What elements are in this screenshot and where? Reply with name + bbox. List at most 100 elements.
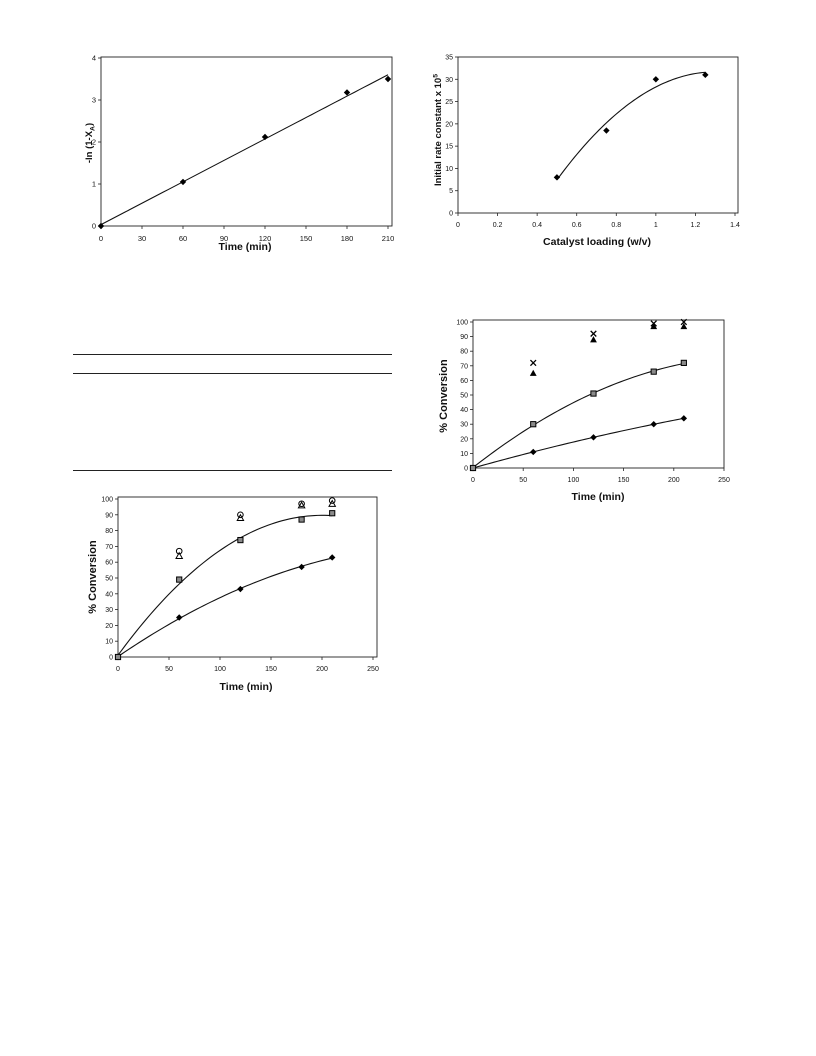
chart-1-xtick-label: 0 bbox=[99, 234, 103, 243]
chart-4-series-2-point bbox=[590, 390, 597, 397]
chart-2-x-axis-title: Catalyst loading (w/v) bbox=[543, 236, 651, 248]
chart-3-series-4-point bbox=[236, 513, 245, 522]
chart-1-xtick-label: 180 bbox=[341, 234, 354, 243]
chart-3-series-1-point bbox=[176, 614, 183, 621]
chart-3-xtick-label: 150 bbox=[265, 666, 277, 673]
chart-4-ytick-label: 90 bbox=[460, 334, 468, 341]
chart-4-xtick-label: 150 bbox=[618, 477, 630, 484]
chart-2-y-axis-title-superscript: 5 bbox=[432, 74, 439, 78]
chart-1-y-axis-title: -ln (1-XA) bbox=[84, 123, 97, 163]
chart-4-series-1-point bbox=[590, 434, 597, 441]
chart-2-xtick-label: 1.4 bbox=[730, 222, 740, 229]
chart-4-ytick-label: 80 bbox=[460, 349, 468, 356]
chart-4-series-4-point bbox=[590, 330, 597, 337]
chart-2-ytick-label: 30 bbox=[445, 77, 453, 84]
chart-3-series-2-point bbox=[237, 536, 244, 544]
chart-2-plot-frame bbox=[457, 56, 739, 214]
chart-1-xtick-label: 60 bbox=[179, 234, 187, 243]
chart-3-ytick-label: 70 bbox=[105, 544, 113, 551]
chart-1-xtick-label: 30 bbox=[138, 234, 146, 243]
chart-4-series-2-point bbox=[680, 359, 687, 366]
chart-1-series-1-point bbox=[384, 75, 392, 83]
chart-3-xtick-label: 200 bbox=[316, 666, 328, 673]
table-bottom-rule bbox=[73, 470, 392, 471]
chart-4-ytick-label: 50 bbox=[460, 393, 468, 400]
chart-3-series-2-fit-line bbox=[117, 514, 333, 656]
chart-2-xtick-label: 1.2 bbox=[691, 222, 701, 229]
chart-2-y-axis-title-text: Initial rate constant x 10 bbox=[433, 78, 444, 186]
chart-4-xtick-label: 50 bbox=[519, 477, 527, 484]
chart-4-x-axis-title: Time (min) bbox=[572, 491, 625, 503]
chart-4-series-2-point bbox=[469, 464, 477, 472]
chart-3-series-1-point bbox=[329, 554, 336, 561]
chart-2-ytick-label: 0 bbox=[449, 211, 453, 218]
chart-2-xtick-label: 0.4 bbox=[532, 222, 542, 229]
chart-3-ytick-label: 90 bbox=[105, 512, 113, 519]
chart-2-ytick-label: 10 bbox=[445, 166, 453, 173]
chart-3-ytick-label: 80 bbox=[105, 528, 113, 535]
chart-2-ytick-label: 20 bbox=[445, 121, 453, 128]
chart-3-ytick-label: 10 bbox=[105, 639, 113, 646]
chart-3-series-3-point bbox=[237, 511, 244, 519]
chart-2-series-1-point bbox=[652, 76, 660, 83]
chart-1-series-1-point bbox=[261, 133, 269, 141]
chart-3-ytick-label: 40 bbox=[105, 591, 113, 598]
chart-4-xtick-label: 200 bbox=[668, 477, 680, 484]
chart-4-xtick-label: 0 bbox=[471, 477, 475, 484]
chart-3-ytick-label: 0 bbox=[109, 655, 113, 662]
chart-4-ytick-label: 10 bbox=[460, 451, 468, 458]
chart-3-series-2-point bbox=[114, 653, 122, 661]
chart-3-series-4-point bbox=[328, 499, 337, 507]
chart-1-x-axis-title: Time (min) bbox=[219, 241, 272, 253]
chart-2-xtick-label: 0.2 bbox=[493, 222, 503, 229]
chart-2-series-1-point bbox=[553, 174, 561, 181]
chart-1-plot-frame bbox=[100, 56, 393, 227]
chart-2-series-1-point bbox=[603, 127, 610, 134]
chart-1-xtick-label: 210 bbox=[382, 234, 395, 243]
chart-2-ytick-label: 15 bbox=[445, 144, 453, 151]
chart-4-ytick-label: 30 bbox=[460, 422, 468, 429]
chart-2: 0 0.2 0.4 0.6 0.8 1 1.2 1.4 0 5 10 15 20 25 30 35 Cataly… bbox=[432, 55, 740, 248]
chart-4-series-4-point bbox=[529, 359, 537, 367]
chart-4-series-3-point bbox=[529, 369, 537, 376]
chart-3-xtick-label: 0 bbox=[116, 666, 120, 673]
chart-3-ytick-label: 20 bbox=[105, 623, 113, 630]
chart-4-series-2-point bbox=[650, 368, 657, 375]
chart-2-ytick-label: 5 bbox=[449, 188, 453, 195]
chart-1-ytick-label: 2 bbox=[92, 138, 96, 147]
chart-4-series-1-point bbox=[650, 421, 657, 428]
chart-2-ytick-label: 35 bbox=[445, 55, 453, 62]
chart-4-plot-frame bbox=[472, 319, 725, 469]
chart-1-xtick-label: 90 bbox=[220, 234, 228, 243]
chart-4-series-2-fit-line bbox=[472, 362, 684, 468]
chart-4-ytick-label: 70 bbox=[460, 363, 468, 370]
chart-1: 0 30 60 90 120 150 180 210 0 1 2 3 4 Time (min) -ln (1… bbox=[84, 54, 394, 253]
chart-3-series-3-point bbox=[328, 497, 336, 504]
chart-2-xtick-label: 0 bbox=[456, 222, 460, 229]
chart-3-series-4-point bbox=[175, 551, 184, 559]
chart-2-series-1-fit-line bbox=[556, 71, 706, 181]
chart-3: 0 50 100 150 200 250 0 10 20 30 40 50 60 70 80 90 100 Tim… bbox=[87, 497, 379, 693]
chart-1-series-1-point bbox=[179, 178, 187, 186]
chart-3-series-1-point bbox=[298, 563, 305, 571]
chart-3-series-3-point bbox=[175, 547, 183, 555]
chart-2-y-axis-title: Initial rate constant x 105 bbox=[432, 74, 444, 186]
chart-1-series-1-fit-line bbox=[100, 74, 389, 226]
chart-4-xtick-label: 250 bbox=[718, 477, 730, 484]
chart-1-ytick-label: 3 bbox=[92, 96, 96, 105]
chart-4-series-4-point bbox=[680, 318, 688, 326]
chart-3-series-1-fit-line bbox=[117, 557, 333, 658]
chart-2-ytick-label: 25 bbox=[445, 99, 453, 106]
chart-4-y-axis-title-text: % Conversion bbox=[438, 359, 450, 433]
chart-4-series-1-point bbox=[680, 415, 688, 422]
chart-3-ytick-label: 100 bbox=[101, 497, 113, 504]
chart-4-ytick-label: 100 bbox=[456, 320, 468, 327]
chart-2-series-1-point bbox=[702, 71, 709, 79]
chart-1-ytick-label: 4 bbox=[92, 54, 96, 63]
table-top-rule bbox=[73, 354, 392, 355]
chart-4-ytick-label: 60 bbox=[460, 378, 468, 385]
chart-2-xtick-label: 0.6 bbox=[572, 222, 582, 229]
chart-3-series-4-point bbox=[297, 501, 306, 509]
chart-2-xtick-label: 1 bbox=[654, 222, 658, 229]
